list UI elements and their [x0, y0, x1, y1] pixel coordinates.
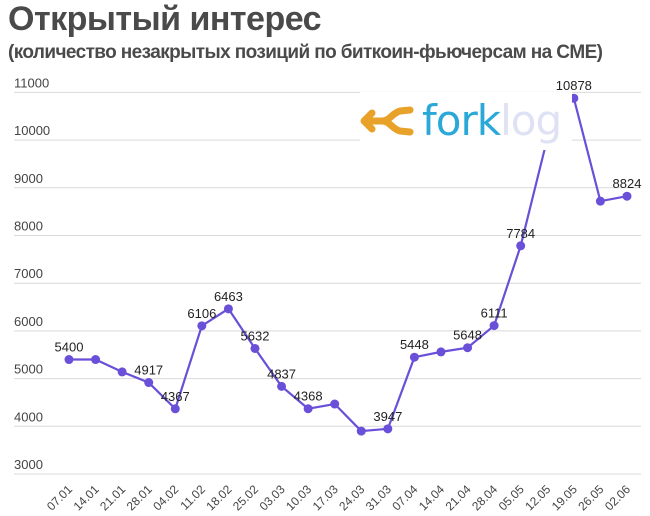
logo-wordmark: forklog: [422, 96, 562, 145]
x-tick-label: 24.03: [336, 482, 367, 513]
data-point: [516, 241, 526, 251]
data-label: 8824: [613, 176, 642, 191]
x-tick-label: 31.03: [363, 482, 394, 513]
data-label: 4837: [267, 366, 296, 381]
x-tick-label: 02.06: [602, 482, 633, 513]
data-label: 10878: [556, 78, 592, 93]
forklog-logo: forklog: [360, 92, 572, 150]
data-point: [595, 196, 605, 206]
y-tick-label: 8000: [14, 219, 43, 234]
y-tick-label: 4000: [14, 409, 43, 424]
data-point: [383, 424, 393, 434]
x-tick-label: 07.01: [44, 482, 75, 513]
data-labels: 5400 4917 4367 6106 6463 5632 4837 4368 3947 5448…: [55, 78, 642, 424]
data-point: [197, 321, 207, 331]
y-tick-label: 9000: [14, 171, 43, 186]
y-axis-ticks: 3000 4000 5000 6000 7000 8000 9000 10000 11000: [14, 75, 50, 472]
data-point: [91, 355, 101, 365]
x-tick-label: 14.04: [416, 482, 447, 513]
x-tick-label: 10.03: [283, 482, 314, 513]
x-tick-label: 05.05: [496, 482, 527, 513]
x-tick-label: 12.05: [522, 482, 553, 513]
data-label: 6111: [481, 306, 508, 321]
data-point: [64, 355, 74, 365]
y-tick-label: 7000: [14, 266, 43, 281]
x-tick-label: 18.02: [203, 482, 234, 513]
data-label: 5632: [241, 328, 270, 343]
x-tick-label: 21.01: [97, 482, 128, 513]
data-label: 5400: [55, 340, 84, 355]
data-point: [409, 352, 419, 362]
data-point: [463, 343, 473, 353]
data-point: [223, 304, 233, 314]
data-point: [436, 347, 446, 357]
series-line: [69, 95, 628, 433]
y-tick-label: 5000: [14, 362, 43, 377]
x-tick-label: 17.03: [310, 482, 341, 513]
data-point: [170, 404, 180, 414]
x-tick-label: 03.03: [257, 482, 288, 513]
data-label: 5448: [400, 337, 429, 352]
data-point: [356, 426, 366, 436]
data-point: [489, 321, 499, 331]
y-tick-label: 10000: [14, 123, 50, 138]
data-point: [303, 404, 313, 414]
x-tick-label: 26.05: [575, 482, 606, 513]
data-point: [622, 191, 632, 201]
x-tick-label: 14.01: [71, 482, 102, 513]
y-tick-label: 3000: [14, 457, 43, 472]
data-label: 4917: [134, 363, 163, 378]
data-point: [277, 381, 287, 391]
x-tick-label: 07.04: [389, 482, 420, 513]
x-tick-label: 28.01: [124, 482, 155, 513]
data-point: [250, 343, 260, 353]
data-label: 6106: [187, 306, 216, 321]
x-axis-ticks: 07.0114.0121.0128.0104.0211.0218.0225.02…: [44, 482, 633, 513]
x-tick-label: 25.02: [230, 482, 261, 513]
data-label: 6463: [214, 289, 243, 304]
data-point: [330, 399, 340, 409]
x-tick-label: 28.04: [469, 482, 500, 513]
chart-subtitle: (количество незакрытых позиций по биткои…: [8, 42, 603, 63]
data-label: 7784: [506, 226, 535, 241]
x-tick-label: 11.02: [177, 482, 208, 513]
data-point: [144, 378, 154, 388]
data-label: 4368: [294, 389, 323, 404]
data-label: 4367: [161, 389, 190, 404]
x-tick-label: 21.04: [443, 482, 474, 513]
merge-arrows-icon: [360, 106, 414, 136]
data-label: 5648: [453, 328, 482, 343]
data-label: 3947: [373, 409, 402, 424]
x-tick-label: 19.05: [549, 482, 580, 513]
x-tick-label: 04.02: [150, 482, 181, 513]
y-tick-label: 11000: [14, 75, 49, 90]
chart-title: Открытый интерес: [8, 0, 322, 38]
y-tick-label: 6000: [14, 314, 43, 329]
data-point: [117, 367, 127, 377]
